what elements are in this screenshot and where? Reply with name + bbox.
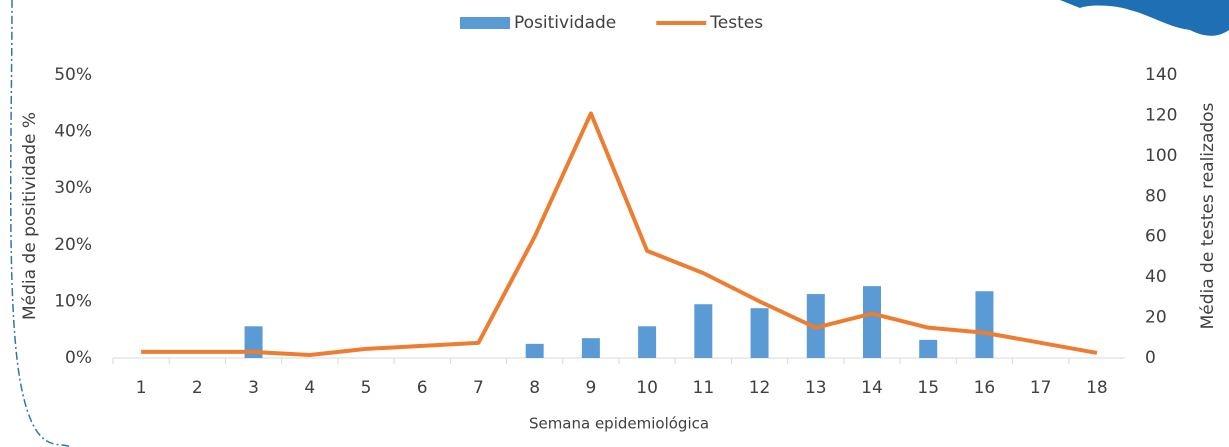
y-tick-label: 50% — [54, 65, 92, 85]
x-tick-label: 6 — [417, 378, 428, 398]
decoration — [9, 0, 71, 447]
x-tick-label: 12 — [749, 378, 771, 398]
bar — [694, 304, 713, 358]
y-tick-label: 0% — [65, 348, 92, 368]
y2-axis-title: Média de testes realizados — [1198, 102, 1218, 329]
x-tick-label: 10 — [636, 378, 658, 398]
x-tick-label: 9 — [585, 378, 596, 398]
x-tick-label: 1 — [136, 378, 147, 398]
bar — [525, 343, 544, 358]
y2-tick-label: 120 — [1145, 105, 1177, 125]
legend-swatch — [460, 17, 510, 29]
x-tick-label: 2 — [192, 378, 203, 398]
logo-shape — [1060, 0, 1229, 36]
x-tick-label: 8 — [529, 378, 540, 398]
x-tick-label: 16 — [974, 378, 996, 398]
y2-tick-label: 60 — [1145, 227, 1167, 247]
x-axis-title: Semana epidemiológica — [529, 415, 709, 433]
x-tick-label: 4 — [304, 378, 315, 398]
y2-tick-label: 100 — [1145, 146, 1177, 166]
legend-label: Testes — [709, 13, 763, 33]
line — [141, 111, 1098, 357]
x-tick-label: 7 — [473, 378, 484, 398]
y2-tick-label: 80 — [1145, 186, 1167, 206]
y2-tick-label: 0 — [1145, 348, 1156, 368]
y2-tick-label: 20 — [1145, 308, 1167, 328]
x-tick-label: 15 — [917, 378, 939, 398]
x-tick-label: 3 — [248, 378, 259, 398]
bar — [863, 286, 881, 358]
x-tick-label: 17 — [1030, 378, 1052, 398]
y-tick-label: 20% — [54, 235, 92, 255]
x-tick-label: 14 — [861, 378, 883, 398]
bar — [919, 339, 938, 358]
legend-label: Positividade — [514, 13, 616, 33]
x-tick-label: 18 — [1086, 378, 1108, 398]
y2-tick-label: 40 — [1145, 267, 1167, 287]
y-axis-title: Média de positividade % — [20, 112, 40, 320]
y-tick-label: 10% — [54, 291, 92, 311]
bar — [638, 326, 657, 358]
bar — [581, 338, 600, 358]
bar — [750, 308, 769, 358]
y-tick-label: 40% — [54, 122, 92, 142]
bar — [975, 291, 994, 358]
y-tick-label: 30% — [54, 178, 92, 198]
x-tick-label: 13 — [805, 378, 827, 398]
x-tick-label: 11 — [693, 378, 715, 398]
x-tick-label: 5 — [361, 378, 372, 398]
y2-tick-label: 140 — [1145, 65, 1177, 85]
